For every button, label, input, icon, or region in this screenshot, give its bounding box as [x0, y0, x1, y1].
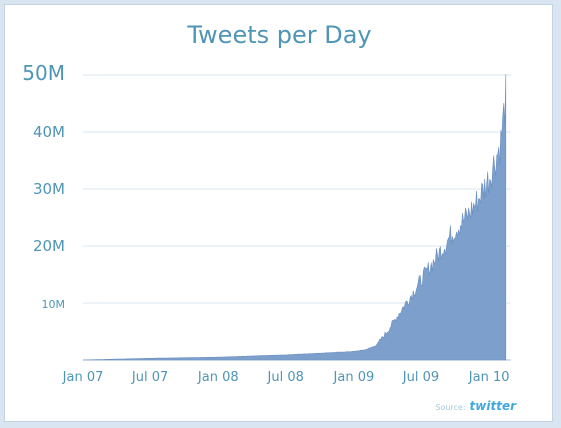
x-tick-label: Jan 07 — [62, 370, 104, 385]
x-tick-label: Jul 09 — [402, 370, 439, 385]
twitter-logo: twitter — [469, 399, 516, 413]
chart-frame: Tweets per Day 10M 20M 30M 40M 50M Jan 07 Jul… — [4, 4, 553, 422]
source-credit: Source: twitter — [435, 395, 516, 414]
y-tick-label: 30M — [33, 180, 65, 198]
x-tick-label: Jan 08 — [197, 370, 239, 385]
y-axis-ticks: 10M 20M 30M 40M 50M — [22, 61, 65, 311]
tweets-per-day-area — [82, 74, 507, 361]
x-tick-label: Jan 09 — [333, 370, 375, 385]
data-area — [82, 74, 507, 361]
y-tick-label: 20M — [33, 237, 65, 255]
x-tick-label: Jul 07 — [131, 370, 168, 385]
y-tick-label: 10M — [42, 298, 66, 311]
y-tick-label: 50M — [22, 61, 65, 85]
chart-plot: 10M 20M 30M 40M 50M Jan 07 Jul 07 Jan 08 Jul 08… — [22, 61, 511, 385]
x-axis-ticks: Jan 07 Jul 07 Jan 08 Jul 08 Jan 09 Jul 09 Jan … — [62, 370, 510, 385]
source-label: Source: — [435, 403, 466, 412]
x-tick-label: Jan 10 — [468, 370, 510, 385]
x-tick-label: Jul 08 — [267, 370, 304, 385]
y-tick-label: 40M — [33, 123, 65, 141]
chart-title: Tweets per Day — [187, 21, 372, 49]
